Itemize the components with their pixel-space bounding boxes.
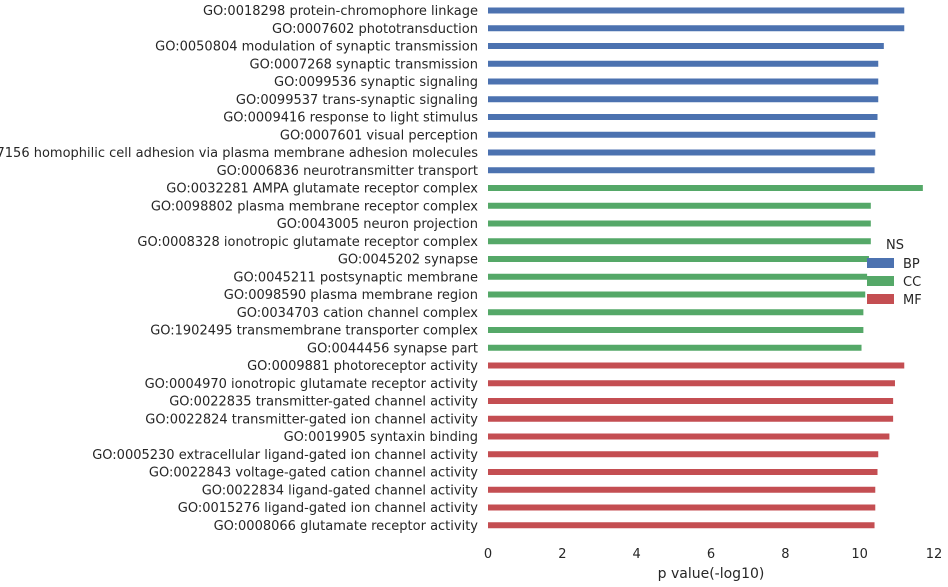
bar bbox=[488, 291, 866, 298]
bar bbox=[488, 415, 894, 422]
legend-title: NS bbox=[886, 238, 904, 253]
category-label: GO:0098802 plasma membrane receptor comp… bbox=[151, 199, 478, 214]
bar bbox=[488, 202, 871, 209]
category-labels: GO:0018298 protein-chromophore linkage GO… bbox=[0, 4, 478, 534]
category-label: GO:0044456 synapse part bbox=[307, 341, 478, 356]
category-label: GO:0018298 protein-chromophore linkage bbox=[203, 4, 478, 19]
x-tick-label: 10 bbox=[851, 547, 868, 562]
bar bbox=[488, 220, 871, 227]
category-label: GO:0099536 synaptic signaling bbox=[274, 75, 478, 90]
legend-label: BP bbox=[903, 257, 920, 272]
category-label: GO:0007602 phototransduction bbox=[272, 22, 478, 37]
category-label: GO:0022834 ligand-gated channel activity bbox=[202, 483, 479, 498]
bar bbox=[488, 433, 890, 440]
category-label: GO:0005230 extracellular ligand-gated io… bbox=[92, 448, 478, 463]
category-label: GO:0004970 ionotropic glutamate receptor… bbox=[145, 377, 479, 392]
category-label: GO:0007601 visual perception bbox=[280, 128, 478, 143]
x-tick-label: 0 bbox=[484, 547, 492, 562]
x-tick-label: 12 bbox=[926, 547, 943, 562]
category-label: GO:0008328 ionotropic glutamate receptor… bbox=[137, 235, 478, 250]
bar bbox=[488, 256, 869, 262]
category-label: GO:0019905 syntaxin binding bbox=[284, 430, 478, 445]
category-label: GO:0050804 modulation of synaptic transm… bbox=[155, 40, 478, 55]
bar bbox=[488, 522, 875, 529]
legend-swatch bbox=[867, 258, 894, 268]
category-label: GO:0045202 synapse bbox=[338, 253, 478, 268]
category-label: GO:0098590 plasma membrane region bbox=[224, 288, 478, 303]
category-label: GO:0006836 neurotransmitter transport bbox=[217, 164, 478, 179]
category-label: GO:0022824 transmitter-gated ion channel… bbox=[145, 412, 478, 427]
bar bbox=[488, 185, 923, 191]
bar bbox=[488, 43, 884, 49]
bar bbox=[488, 486, 876, 493]
category-label: GO:0022835 transmitter-gated channel act… bbox=[169, 395, 478, 410]
x-tick-label: 8 bbox=[781, 547, 789, 562]
bar bbox=[488, 96, 879, 103]
bar bbox=[488, 309, 864, 316]
bar bbox=[488, 469, 878, 475]
bar bbox=[488, 327, 864, 333]
bar bbox=[488, 344, 862, 351]
x-axis-label: p value(-log10) bbox=[658, 566, 765, 582]
x-tick-label: 4 bbox=[633, 547, 641, 562]
category-label: GO:0007268 synaptic transmission bbox=[250, 57, 478, 72]
category-label: GO:0043005 neuron projection bbox=[277, 217, 478, 232]
bar bbox=[488, 504, 876, 511]
category-label: GO:0034703 cation channel complex bbox=[237, 306, 479, 321]
category-label: GO:0008066 glutamate receptor activity bbox=[214, 519, 479, 534]
bar bbox=[488, 78, 879, 85]
legend-label: CC bbox=[903, 275, 921, 290]
legend-swatch bbox=[867, 294, 894, 304]
category-label: GO:0015276 ligand-gated ion channel acti… bbox=[178, 501, 479, 516]
category-label: GO:1902495 transmembrane transporter com… bbox=[150, 324, 478, 339]
bar bbox=[488, 238, 871, 245]
category-label: GO:0032281 AMPA glutamate receptor compl… bbox=[166, 182, 478, 197]
bar bbox=[488, 25, 905, 32]
bar bbox=[488, 114, 878, 120]
legend-swatch bbox=[867, 276, 894, 286]
bar bbox=[488, 451, 879, 458]
bar bbox=[488, 362, 905, 369]
bar bbox=[488, 398, 894, 404]
bars bbox=[488, 7, 923, 529]
bar bbox=[488, 167, 875, 174]
x-tick-label: 6 bbox=[707, 547, 715, 562]
bar bbox=[488, 273, 868, 280]
x-axis: 0 2 4 6 8 10 12 bbox=[484, 547, 942, 562]
legend-label: MF bbox=[903, 293, 922, 308]
bar bbox=[488, 131, 876, 138]
category-label: GO:0045211 postsynaptic membrane bbox=[233, 270, 478, 285]
category-label: GO:0009881 photoreceptor activity bbox=[247, 359, 478, 374]
bar bbox=[488, 7, 905, 14]
bar bbox=[488, 149, 876, 156]
bar bbox=[488, 380, 895, 387]
category-label: GO:0022843 voltage-gated cation channel … bbox=[149, 466, 478, 481]
category-label: GO:0007156 homophilic cell adhesion via … bbox=[0, 146, 478, 161]
legend: NS BP CC MF bbox=[867, 238, 922, 308]
bar bbox=[488, 60, 879, 67]
category-label: GO:0009416 response to light stimulus bbox=[223, 111, 478, 126]
category-label: GO:0099537 trans-synaptic signaling bbox=[236, 93, 478, 108]
x-tick-label: 2 bbox=[558, 547, 566, 562]
